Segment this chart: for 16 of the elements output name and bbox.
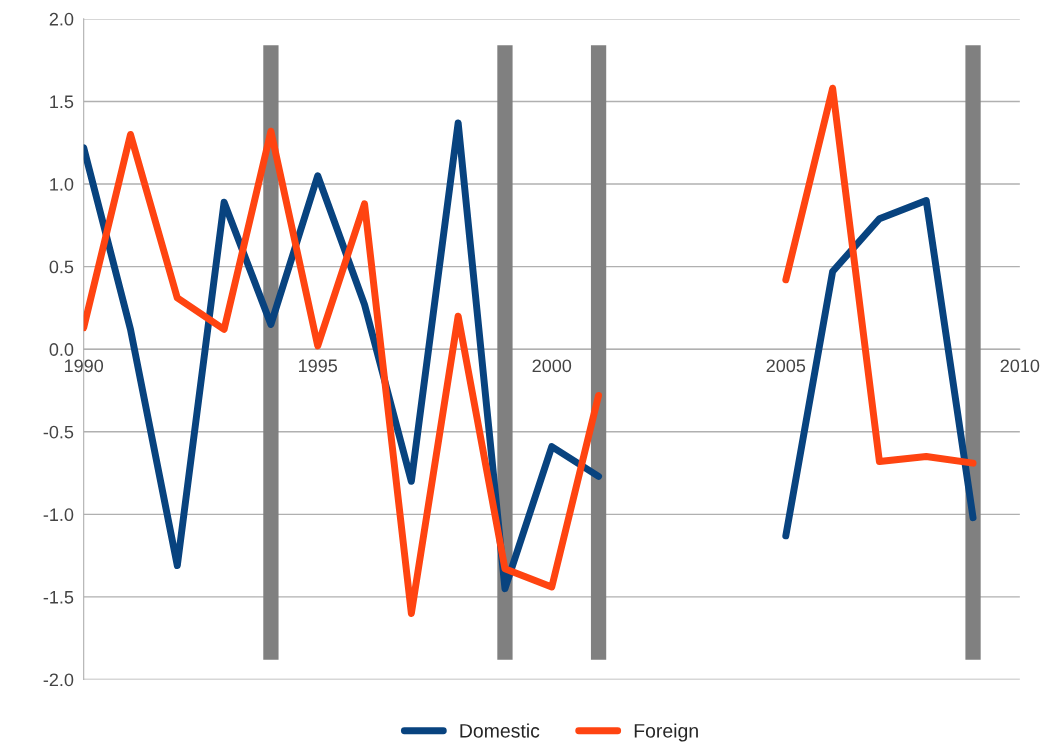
legend-label: Foreign (634, 723, 698, 742)
y-tick-label: -2.0 (43, 673, 74, 687)
y-tick-label: 0.0 (49, 343, 74, 356)
x-tick-label: 1995 (299, 359, 338, 373)
y-tick-label: 0.5 (49, 260, 74, 274)
y-tick-label: 2.0 (49, 12, 74, 26)
x-tick-label: 1990 (64, 359, 104, 373)
x-tick-label: 2010 (1000, 359, 1040, 373)
y-tick-label: -1.5 (43, 591, 74, 604)
x-tick-label: 2005 (766, 359, 806, 373)
y-tick-label: -1.0 (43, 508, 74, 522)
legend-label: Domestic (460, 723, 540, 738)
y-tick-label: 1.0 (50, 177, 74, 191)
y-tick-label: -0.5 (43, 425, 74, 439)
x-tick-label: 2000 (532, 359, 572, 373)
y-tick-label: 1.5 (50, 95, 74, 109)
